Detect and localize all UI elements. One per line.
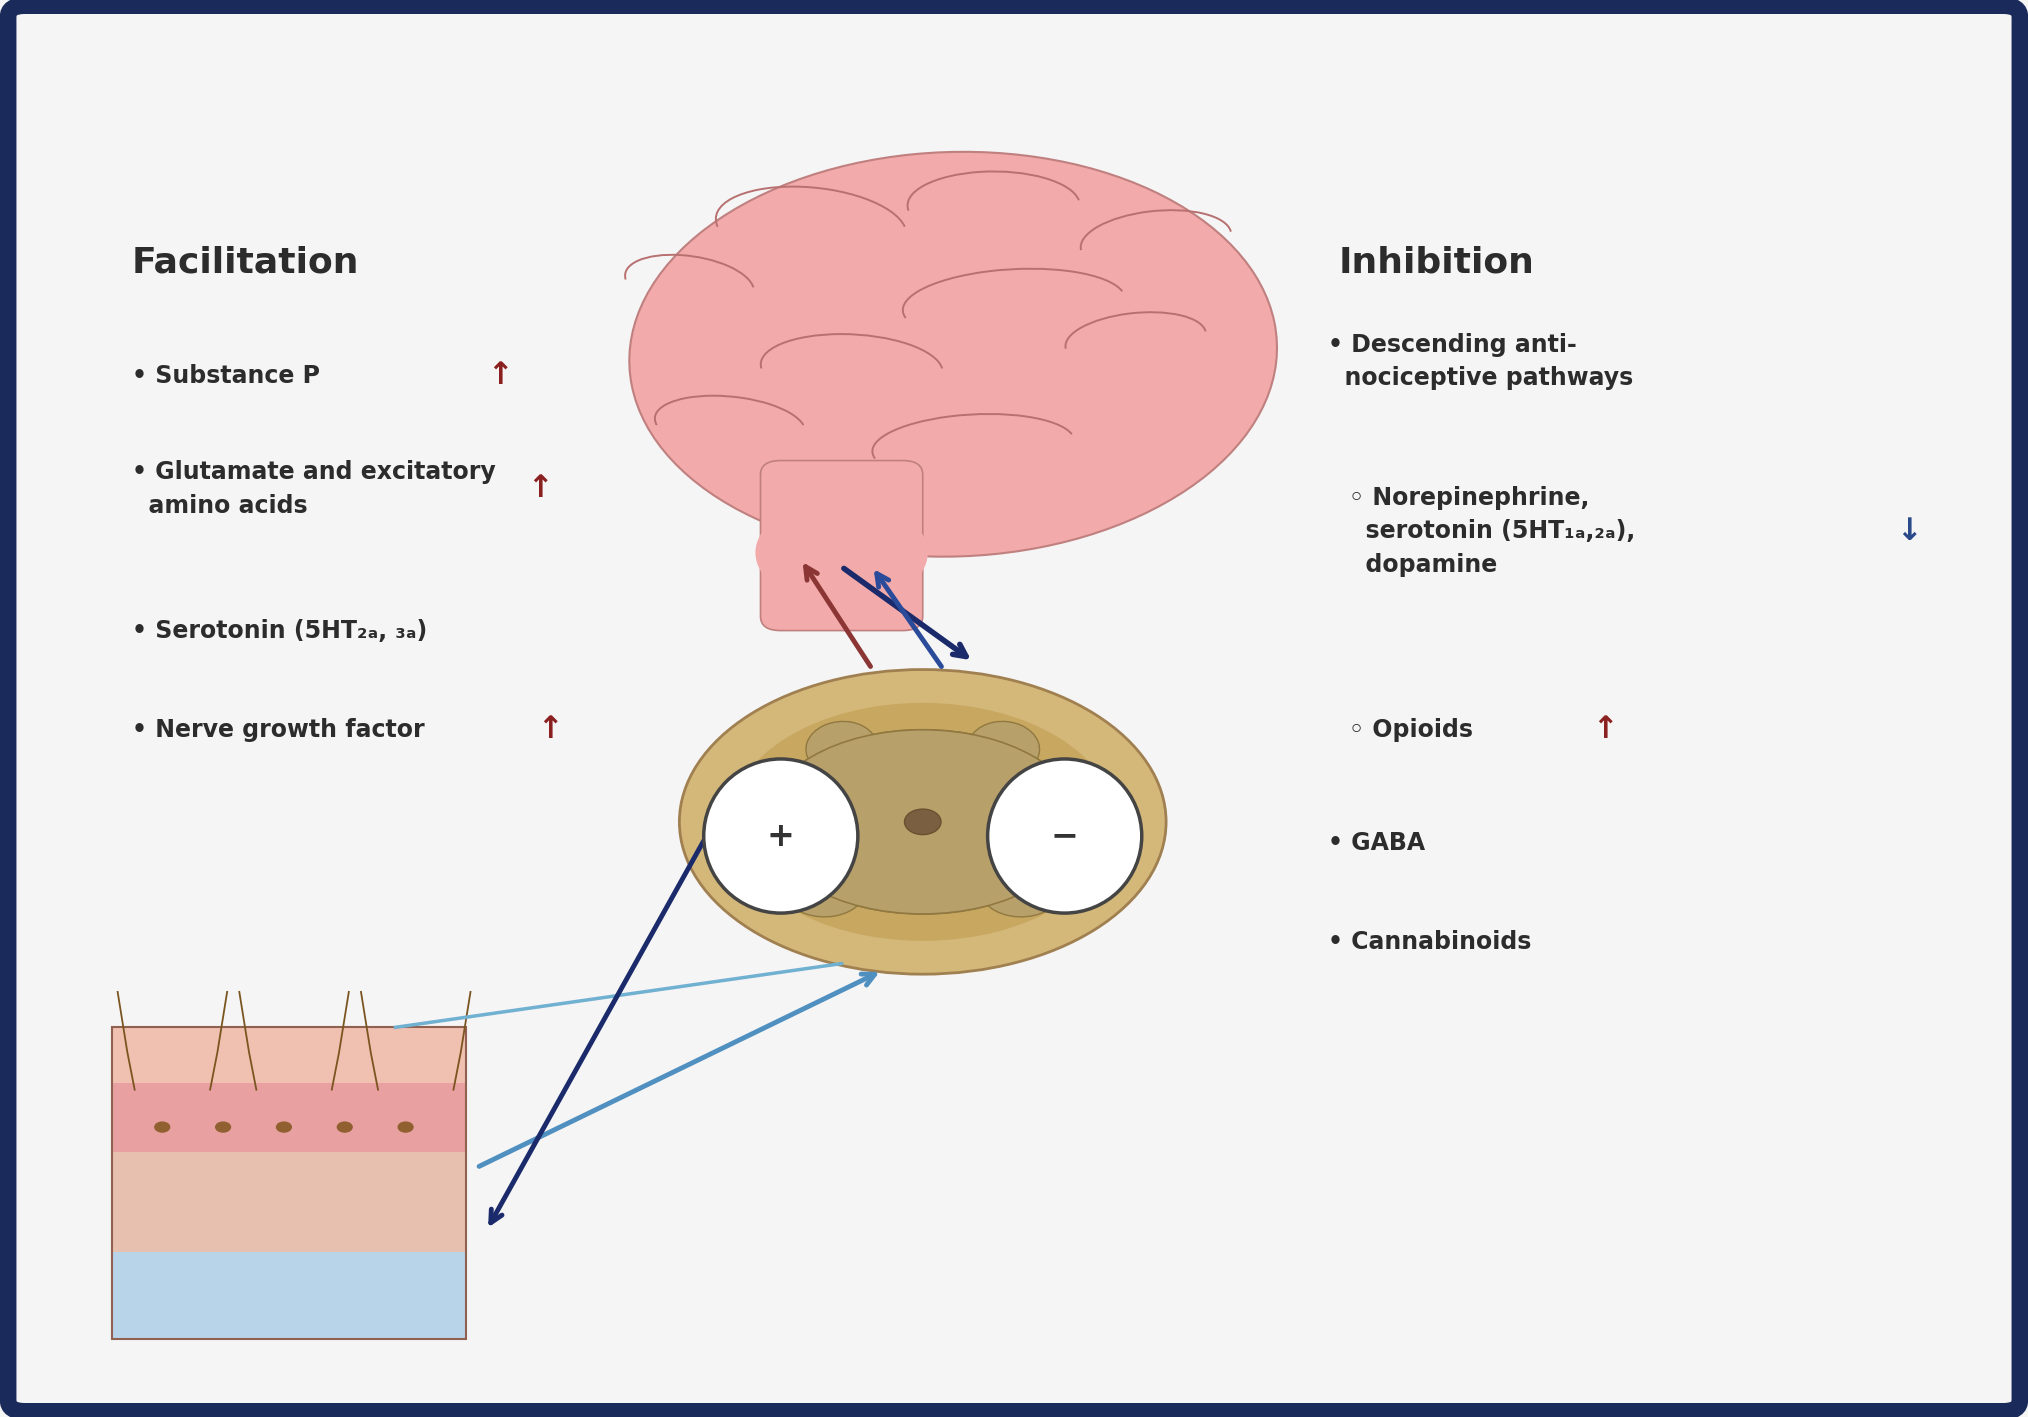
Text: ↑: ↑	[1592, 716, 1618, 744]
Text: ◦ Norepinephrine,
  serotonin (5HT₁ₐ,₂ₐ),
  dopamine: ◦ Norepinephrine, serotonin (5HT₁ₐ,₂ₐ), …	[1349, 486, 1635, 577]
Ellipse shape	[988, 760, 1142, 913]
Circle shape	[154, 1121, 170, 1132]
Text: −: −	[1051, 819, 1079, 853]
Circle shape	[397, 1121, 414, 1132]
Text: ↑: ↑	[537, 716, 564, 744]
Text: • Glutamate and excitatory
  amino acids: • Glutamate and excitatory amino acids	[132, 461, 495, 517]
Text: ↓: ↓	[1896, 517, 1923, 546]
Ellipse shape	[679, 670, 1166, 975]
Text: ◦ Opioids: ◦ Opioids	[1349, 718, 1472, 741]
FancyBboxPatch shape	[112, 1152, 466, 1251]
FancyBboxPatch shape	[112, 1251, 466, 1339]
Text: Inhibition: Inhibition	[1338, 245, 1535, 279]
Text: +: +	[767, 819, 795, 853]
FancyBboxPatch shape	[112, 1027, 466, 1084]
Circle shape	[276, 1121, 292, 1132]
Text: ↑: ↑	[527, 475, 554, 503]
Text: • Serotonin (5HT₂ₐ, ₃ₐ): • Serotonin (5HT₂ₐ, ₃ₐ)	[132, 619, 428, 642]
Ellipse shape	[805, 721, 878, 775]
Text: • GABA: • GABA	[1328, 832, 1426, 854]
Text: • Substance P: • Substance P	[132, 364, 320, 387]
Text: • Descending anti-
  nociceptive pathways: • Descending anti- nociceptive pathways	[1328, 333, 1635, 390]
FancyBboxPatch shape	[8, 6, 2020, 1411]
Text: ↑: ↑	[487, 361, 513, 390]
Ellipse shape	[704, 760, 858, 913]
FancyBboxPatch shape	[112, 1084, 466, 1152]
Text: • Nerve growth factor: • Nerve growth factor	[132, 718, 424, 741]
Ellipse shape	[785, 863, 866, 917]
Ellipse shape	[767, 730, 1081, 914]
Ellipse shape	[629, 152, 1278, 557]
Text: • Cannabinoids: • Cannabinoids	[1328, 931, 1531, 954]
Ellipse shape	[967, 721, 1040, 775]
Ellipse shape	[980, 863, 1061, 917]
Circle shape	[337, 1121, 353, 1132]
Ellipse shape	[756, 499, 929, 606]
FancyBboxPatch shape	[760, 461, 923, 631]
Circle shape	[215, 1121, 231, 1132]
Ellipse shape	[767, 730, 1081, 914]
Ellipse shape	[904, 809, 941, 835]
Text: Facilitation: Facilitation	[132, 245, 359, 279]
Ellipse shape	[730, 703, 1115, 941]
